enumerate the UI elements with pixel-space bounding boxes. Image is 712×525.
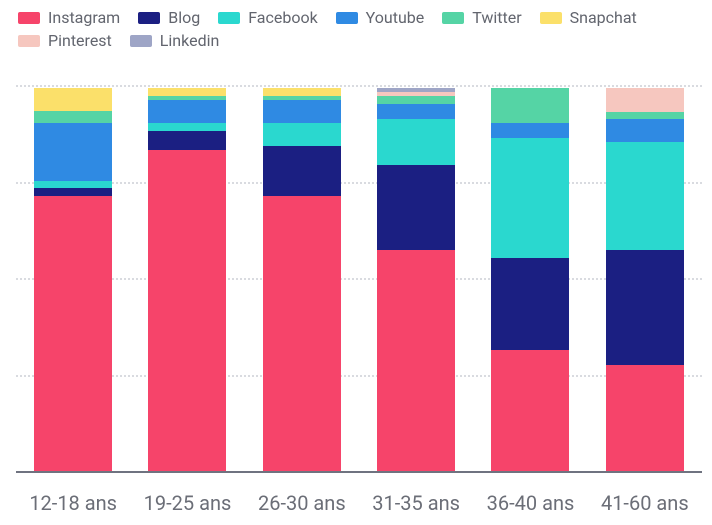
bar — [491, 88, 569, 473]
bar-segment — [263, 196, 341, 473]
bar-segment — [148, 131, 226, 150]
legend-swatch — [18, 12, 40, 24]
legend-item: Linkedin — [130, 31, 220, 50]
legend-item: Snapchat — [540, 8, 637, 27]
bar-segment — [377, 250, 455, 473]
legend-label: Twitter — [472, 8, 521, 27]
bar-segment — [263, 88, 341, 96]
bar-segment — [606, 365, 684, 473]
bar-segment — [34, 196, 112, 473]
bar-segment — [377, 165, 455, 250]
legend-label: Snapchat — [570, 8, 637, 27]
bar-segment — [606, 142, 684, 250]
bars-container — [16, 72, 702, 473]
bar-segment — [377, 96, 455, 104]
legend-swatch — [130, 35, 152, 47]
x-axis-label: 36-40 ans — [487, 491, 575, 515]
x-axis-label: 26-30 ans — [258, 491, 346, 515]
bar-segment — [263, 100, 341, 123]
bar-segment — [606, 112, 684, 120]
bar-segment — [491, 258, 569, 350]
bar-segment — [148, 150, 226, 473]
bar — [377, 88, 455, 473]
bar-segment — [34, 188, 112, 196]
legend-label: Instagram — [48, 8, 120, 27]
legend-swatch — [442, 12, 464, 24]
bar-segment — [148, 123, 226, 131]
x-axis-labels: 12-18 ans 19-25 ans 26-30 ans 31-35 ans 36-4… — [16, 491, 702, 515]
legend-swatch — [336, 12, 358, 24]
bar-segment — [148, 100, 226, 123]
x-axis-label: 19-25 ans — [144, 491, 232, 515]
bar — [148, 88, 226, 473]
legend-swatch — [218, 12, 240, 24]
bar-segment — [34, 111, 112, 123]
stacked-bar-chart: Instagram Blog Facebook Youtube Twitter Snapc… — [0, 0, 712, 525]
legend-item: Pinterest — [18, 31, 112, 50]
bar-segment — [491, 138, 569, 257]
legend-item: Twitter — [442, 8, 521, 27]
bar-segment — [491, 350, 569, 473]
legend-label: Pinterest — [48, 31, 112, 50]
x-axis-label: 12-18 ans — [29, 491, 117, 515]
plot-area — [16, 72, 702, 473]
legend-item: Facebook — [218, 8, 317, 27]
bar-segment — [377, 119, 455, 165]
bar — [34, 88, 112, 473]
legend-swatch — [18, 35, 40, 47]
bar — [606, 88, 684, 473]
bar-segment — [148, 88, 226, 96]
bar-segment — [34, 181, 112, 189]
bar-segment — [34, 123, 112, 181]
legend-item: Blog — [138, 8, 200, 27]
x-axis-label: 31-35 ans — [372, 491, 460, 515]
bar-segment — [377, 104, 455, 119]
bar-segment — [263, 146, 341, 196]
legend-swatch — [540, 12, 562, 24]
legend-label: Linkedin — [160, 31, 220, 50]
legend-label: Facebook — [248, 8, 317, 27]
bar-segment — [491, 123, 569, 138]
bar-segment — [606, 119, 684, 142]
bar-segment — [263, 123, 341, 146]
bar-segment — [491, 88, 569, 123]
legend-label: Youtube — [366, 8, 425, 27]
bar — [263, 88, 341, 473]
x-axis-label: 41-60 ans — [601, 491, 689, 515]
legend-swatch — [138, 12, 160, 24]
legend-item: Instagram — [18, 8, 120, 27]
bar-segment — [606, 250, 684, 365]
bar-segment — [606, 88, 684, 111]
bar-segment — [34, 88, 112, 111]
legend-item: Youtube — [336, 8, 425, 27]
legend: Instagram Blog Facebook Youtube Twitter Snapc… — [18, 8, 702, 54]
legend-label: Blog — [168, 8, 200, 27]
x-axis-line — [16, 471, 702, 473]
